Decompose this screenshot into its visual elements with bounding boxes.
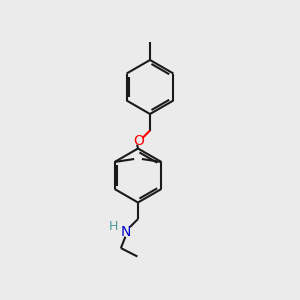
Text: H: H: [109, 220, 118, 233]
Text: N: N: [120, 225, 130, 238]
Text: O: O: [133, 134, 144, 148]
